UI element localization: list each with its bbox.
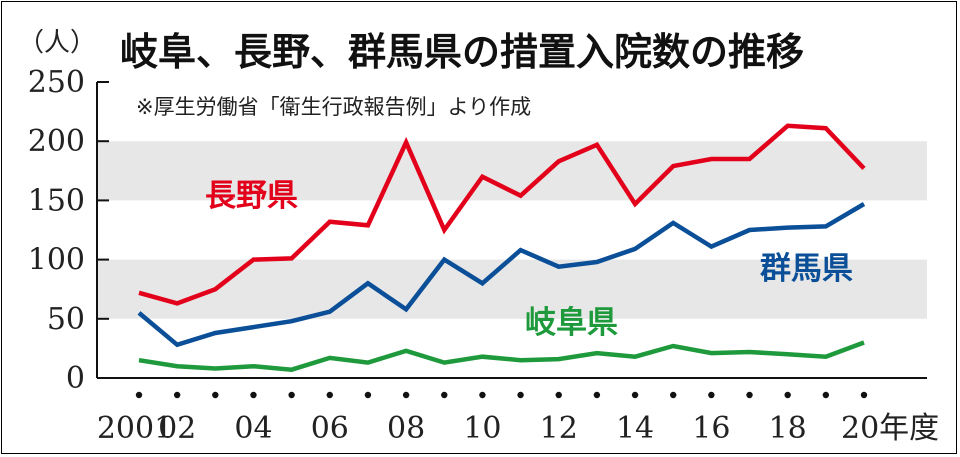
y-axis: 0 50 100 150 200 250: [28, 65, 109, 396]
x-tick-dot: [784, 391, 791, 399]
x-tick-dot: [822, 391, 830, 399]
x-tick-dot: [441, 391, 448, 399]
series-label-gifu: 岐阜県: [525, 305, 618, 341]
x-tick-label: 14: [616, 411, 654, 446]
y-tick-label: 150: [28, 183, 85, 218]
source-note: ※厚生労働省「衛生行政報告例」より作成: [136, 95, 531, 119]
x-tick-label: 18: [769, 411, 807, 446]
x-tick-label: 20年度: [841, 411, 939, 446]
x-tick-dot: [135, 391, 143, 399]
x-tick-label: 16: [692, 411, 730, 446]
x-tick-dot: [212, 391, 219, 399]
x-tick-dot: [517, 391, 524, 399]
x-tick-dot: [364, 391, 372, 399]
grid-band-0: [97, 259, 927, 319]
series-label-nagano: 長野県: [205, 178, 298, 214]
y-tick-label: 0: [66, 361, 85, 396]
x-tick-dot: [708, 391, 715, 399]
x-tick-dot: [670, 391, 677, 399]
x-tick-dot: [402, 391, 410, 399]
x-tick-label: 10: [463, 411, 501, 446]
series-lines: [137, 123, 866, 372]
y-tick-label: 50: [47, 302, 85, 337]
series-label-gunma: 群馬県: [759, 251, 853, 287]
x-tick-label: 2001: [97, 411, 173, 446]
x-tick-dot: [288, 391, 295, 399]
y-tick-label: 200: [28, 124, 85, 159]
x-tick-dot: [326, 391, 333, 399]
x-tick-label: 12: [540, 411, 578, 446]
x-tick-label: 04: [234, 411, 272, 446]
y-tick-label: 250: [28, 65, 85, 100]
y-axis-unit-label: （人）: [18, 28, 96, 58]
series-line-1: [137, 202, 866, 348]
y-tick-label: 100: [28, 243, 85, 278]
x-tick-dot: [631, 391, 639, 399]
series-line-0: [138, 123, 866, 306]
x-tick-label: 06: [311, 411, 349, 446]
x-tick-dot: [555, 391, 562, 399]
background-bands: [97, 141, 927, 319]
x-tick-dot: [173, 391, 181, 399]
x-tick-dot: [746, 391, 753, 399]
x-tick-dot: [250, 391, 257, 399]
x-tick-dot: [860, 391, 868, 399]
series-line-2: [138, 340, 865, 372]
x-tick-dot: [479, 391, 486, 399]
x-tick-label: 02: [158, 411, 196, 446]
x-tick-label: 08: [387, 411, 425, 446]
x-tick-dot: [593, 391, 601, 399]
chart-title: 岐阜、長野、群馬県の措置入院数の推移: [120, 30, 804, 74]
